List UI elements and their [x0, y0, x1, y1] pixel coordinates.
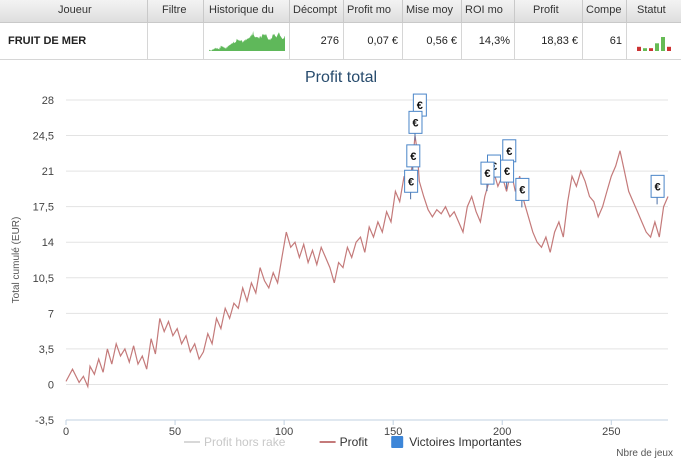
x-tick-label: 250: [602, 426, 620, 438]
x-tick-label: 200: [493, 426, 511, 438]
big-win-flag: [406, 144, 421, 168]
roi-moyen-value: 14,3%: [462, 23, 515, 59]
legend-item[interactable]: Profit hors rake: [184, 435, 286, 449]
chart-title: Profit total: [305, 69, 377, 86]
status-bar: [661, 37, 665, 51]
big-win-label: €: [412, 117, 418, 129]
chart-x-axis-label: Nbre de jeux: [616, 448, 673, 459]
big-win-label: €: [519, 184, 525, 196]
column-header-roi-moyen[interactable]: ROI mo: [462, 0, 515, 22]
y-tick-label: 17,5: [33, 202, 54, 214]
legend-item[interactable]: Victoires Importantes: [391, 435, 522, 449]
chart-y-axis-label: Total cumulé (EUR): [11, 217, 22, 304]
status-bar: [655, 43, 659, 51]
sparkline-area: [209, 31, 285, 51]
y-tick-label: 24,5: [33, 131, 54, 143]
legend-label: Profit: [340, 435, 369, 449]
y-tick-label: 3,5: [39, 344, 54, 356]
decompte-value: 276: [290, 23, 344, 59]
x-tick-label: 0: [63, 426, 69, 438]
y-tick-label: 7: [48, 308, 54, 320]
column-header-mise-moyenne[interactable]: Mise moy: [403, 0, 462, 22]
big-win-label: €: [410, 151, 416, 163]
mise-moyenne-value: 0,56 €: [403, 23, 462, 59]
legend-box-swatch: [391, 436, 404, 448]
column-header-filtre[interactable]: Filtre: [148, 0, 204, 22]
y-tick-label: 14: [42, 237, 54, 249]
big-win-flag: [480, 161, 495, 185]
big-win-flag: [500, 159, 515, 183]
big-win-label: €: [417, 100, 423, 112]
big-win-label: €: [655, 181, 661, 193]
player-name[interactable]: FRUIT DE MER: [0, 23, 148, 59]
status-bar: [637, 46, 641, 51]
big-win-flag: [404, 169, 419, 193]
profit-chart-svg: Profit total Total cumulé (EUR) Nbre de …: [11, 69, 673, 459]
status-bars: [627, 23, 681, 59]
profit-chart: Profit total Total cumulé (EUR) Nbre de …: [0, 62, 681, 466]
status-bar: [667, 46, 671, 51]
column-header-profit[interactable]: Profit: [515, 0, 583, 22]
history-sparkline-graph: [209, 31, 285, 51]
profit-moyen-value: 0,07 €: [344, 23, 403, 59]
status-bar: [643, 48, 647, 51]
x-tick-label: 50: [169, 426, 181, 438]
big-win-flag: [515, 177, 530, 201]
filtre-cell: [148, 23, 204, 59]
table-header-row: Joueur Filtre Historique du Décompt Prof…: [0, 0, 681, 23]
column-header-profit-moyen[interactable]: Profit mo: [344, 0, 403, 22]
y-tick-label: 21: [42, 166, 54, 178]
compe-value: 61: [583, 23, 627, 59]
legend-label: Profit hors rake: [204, 435, 286, 449]
history-sparkline: [204, 23, 290, 59]
big-win-flag: [650, 174, 665, 198]
big-win-label: €: [484, 168, 490, 180]
y-tick-label: 0: [48, 379, 54, 391]
big-win-label: €: [506, 146, 512, 158]
column-header-historique[interactable]: Historique du: [204, 0, 290, 22]
y-tick-label: 10,5: [33, 273, 54, 285]
legend-item[interactable]: Profit: [319, 435, 369, 449]
big-win-flag: [408, 110, 423, 134]
status-bar: [649, 48, 653, 51]
column-header-compe[interactable]: Compe: [583, 0, 627, 22]
column-header-statut[interactable]: Statut: [637, 4, 666, 16]
table-row[interactable]: FRUIT DE MER 276 0,07 € 0,56 € 14,3% 18,…: [0, 23, 681, 60]
x-tick-label: 100: [275, 426, 293, 438]
column-header-joueur[interactable]: Joueur: [0, 0, 148, 22]
big-win-label: €: [504, 166, 510, 178]
status-bars-graph: [637, 37, 671, 51]
legend-label: Victoires Importantes: [409, 435, 522, 449]
x-tick-label: 150: [384, 426, 402, 438]
series-line-profit: [65, 135, 669, 389]
column-header-decompte[interactable]: Décompt: [290, 0, 344, 22]
big-win-label: €: [408, 176, 414, 188]
profit-value: 18,83 €: [515, 23, 583, 59]
y-tick-label: -3,5: [35, 415, 54, 427]
y-tick-label: 28: [42, 95, 54, 107]
